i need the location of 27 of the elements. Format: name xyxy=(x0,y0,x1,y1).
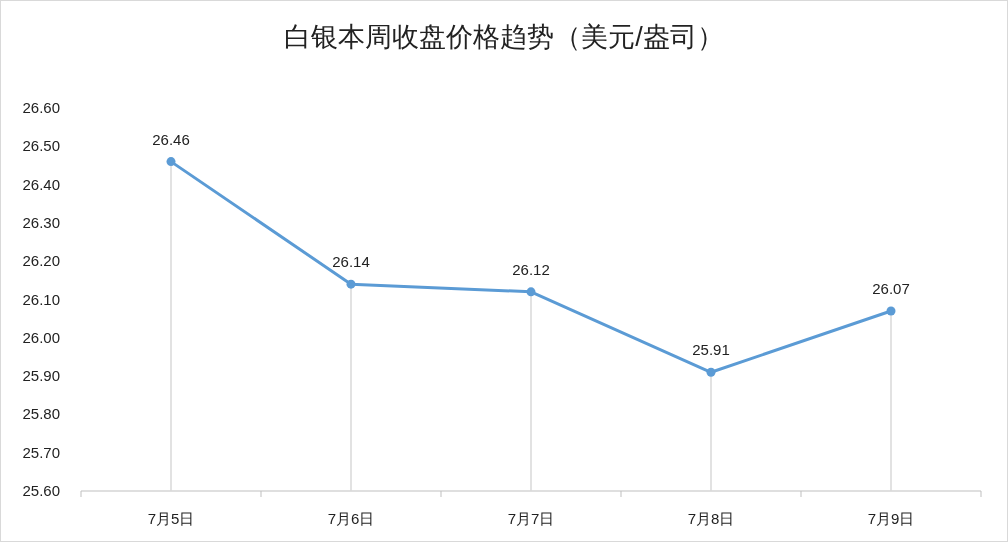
y-tick-label: 26.60 xyxy=(22,99,60,116)
data-label: 25.91 xyxy=(692,341,730,359)
data-label: 26.07 xyxy=(872,279,910,297)
y-tick-label: 26.00 xyxy=(22,328,60,346)
x-tick-label: 7月7日 xyxy=(507,510,555,527)
x-tick-label: 7月5日 xyxy=(147,510,195,527)
y-tick-label: 26.30 xyxy=(22,213,60,231)
y-tick-label: 25.80 xyxy=(22,405,60,423)
x-tick-label: 7月6日 xyxy=(327,510,375,527)
y-tick-label: 26.20 xyxy=(22,252,60,270)
x-tick-label: 7月8日 xyxy=(687,510,735,527)
point xyxy=(886,306,896,316)
point xyxy=(166,157,176,167)
x-tick-label: 7月9日 xyxy=(867,510,915,527)
title: 白银本周收盘价格趋势（美元/盎司） xyxy=(284,22,724,52)
data-label: 26.12 xyxy=(512,260,550,278)
y-tick-label: 26.40 xyxy=(22,175,60,193)
point xyxy=(706,367,716,377)
point xyxy=(346,279,356,289)
y-tick-label: 25.60 xyxy=(22,482,60,499)
y-tick-label: 26.50 xyxy=(22,137,60,155)
data-label: 26.14 xyxy=(332,253,370,271)
data-label: 26.46 xyxy=(152,130,190,148)
point xyxy=(526,287,536,297)
y-tick-label: 25.70 xyxy=(22,443,60,461)
y-tick-label: 26.10 xyxy=(22,290,60,308)
y-tick-label: 25.90 xyxy=(22,367,60,385)
